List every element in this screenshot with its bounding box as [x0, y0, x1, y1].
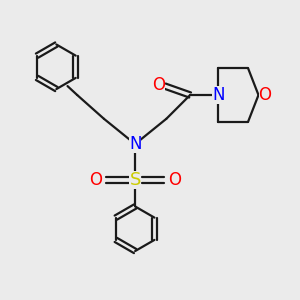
Text: S: S — [130, 171, 141, 189]
Text: O: O — [89, 171, 102, 189]
Text: O: O — [259, 86, 272, 104]
Text: O: O — [152, 76, 165, 94]
Text: N: N — [129, 135, 141, 153]
Text: N: N — [212, 86, 225, 104]
Text: O: O — [168, 171, 181, 189]
